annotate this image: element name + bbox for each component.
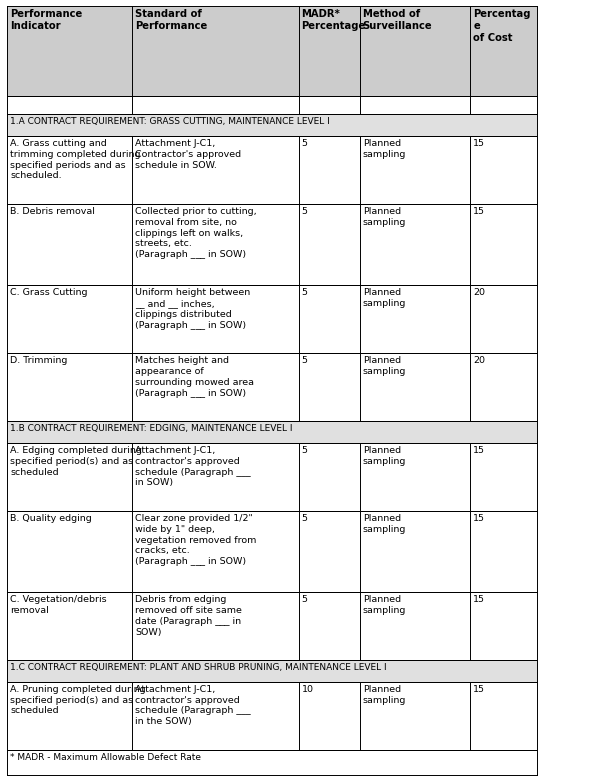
- Text: Planned
sampling: Planned sampling: [363, 595, 406, 615]
- Text: A. Grass cutting and
trimming completed during
specified periods and as
schedule: A. Grass cutting and trimming completed …: [10, 139, 141, 180]
- Text: A. Edging completed during
specified period(s) and as
scheduled: A. Edging completed during specified per…: [10, 446, 142, 476]
- Text: 15: 15: [473, 685, 485, 694]
- Text: Planned
sampling: Planned sampling: [363, 288, 406, 308]
- Bar: [7, 115, 537, 136]
- Text: Attachment J-C1,
Contractor's approved
schedule in SOW.: Attachment J-C1, Contractor's approved s…: [136, 139, 242, 169]
- Text: 1.C CONTRACT REQUIREMENT: PLANT AND SHRUB PRUNING, MAINTENANCE LEVEL I: 1.C CONTRACT REQUIREMENT: PLANT AND SHRU…: [10, 663, 387, 672]
- Text: B. Quality edging: B. Quality edging: [10, 514, 92, 523]
- Bar: [7, 750, 537, 775]
- Text: 5: 5: [301, 446, 307, 455]
- Text: Planned
sampling: Planned sampling: [363, 514, 406, 534]
- Text: A. Pruning completed during
specified period(s) and as
scheduled: A. Pruning completed during specified pe…: [10, 685, 146, 715]
- Bar: [7, 6, 537, 96]
- Text: Attachment J-C1,
contractor's approved
schedule (Paragraph ___
in SOW): Attachment J-C1, contractor's approved s…: [136, 446, 251, 487]
- Text: C. Grass Cutting: C. Grass Cutting: [10, 288, 88, 298]
- Text: 5: 5: [301, 356, 307, 366]
- Text: MADR*
Percentage: MADR* Percentage: [301, 9, 366, 31]
- Bar: [7, 204, 537, 285]
- Text: 15: 15: [473, 595, 485, 604]
- Text: 15: 15: [473, 446, 485, 455]
- Text: 5: 5: [301, 207, 307, 216]
- Text: B. Debris removal: B. Debris removal: [10, 207, 95, 216]
- Text: Planned
sampling: Planned sampling: [363, 446, 406, 465]
- Text: Performance
Indicator: Performance Indicator: [10, 9, 82, 31]
- Bar: [7, 353, 537, 422]
- Text: 1.B CONTRACT REQUIREMENT: EDGING, MAINTENANCE LEVEL I: 1.B CONTRACT REQUIREMENT: EDGING, MAINTE…: [10, 424, 293, 433]
- Text: 15: 15: [473, 139, 485, 148]
- Bar: [7, 285, 537, 353]
- Text: 20: 20: [473, 356, 485, 366]
- Text: Percentag
e
of Cost: Percentag e of Cost: [473, 9, 531, 43]
- Bar: [7, 592, 537, 660]
- Text: * MADR - Maximum Allowable Defect Rate: * MADR - Maximum Allowable Defect Rate: [10, 753, 201, 762]
- Bar: [7, 682, 537, 750]
- Text: 1.A CONTRACT REQUIREMENT: GRASS CUTTING, MAINTENANCE LEVEL I: 1.A CONTRACT REQUIREMENT: GRASS CUTTING,…: [10, 117, 330, 127]
- Text: Standard of
Performance: Standard of Performance: [136, 9, 208, 31]
- Text: 15: 15: [473, 514, 485, 523]
- Text: Uniform height between
__ and __ inches,
clippings distributed
(Paragraph ___ in: Uniform height between __ and __ inches,…: [136, 288, 251, 330]
- Text: Matches height and
appearance of
surrounding mowed area
(Paragraph ___ in SOW): Matches height and appearance of surroun…: [136, 356, 254, 398]
- Text: Planned
sampling: Planned sampling: [363, 356, 406, 376]
- Bar: [7, 96, 537, 115]
- Text: D. Trimming: D. Trimming: [10, 356, 67, 366]
- Bar: [7, 422, 537, 443]
- Text: Debris from edging
removed off site same
date (Paragraph ___ in
SOW): Debris from edging removed off site same…: [136, 595, 242, 637]
- Text: C. Vegetation/debris
removal: C. Vegetation/debris removal: [10, 595, 107, 615]
- Bar: [7, 443, 537, 511]
- Text: Planned
sampling: Planned sampling: [363, 207, 406, 227]
- Text: 20: 20: [473, 288, 485, 298]
- Text: 5: 5: [301, 139, 307, 148]
- Bar: [7, 136, 537, 204]
- Text: Collected prior to cutting,
removal from site, no
clippings left on walks,
stree: Collected prior to cutting, removal from…: [136, 207, 257, 259]
- Text: Clear zone provided 1/2"
wide by 1" deep,
vegetation removed from
cracks, etc.
(: Clear zone provided 1/2" wide by 1" deep…: [136, 514, 257, 566]
- Text: Planned
sampling: Planned sampling: [363, 685, 406, 704]
- Text: 10: 10: [301, 685, 313, 694]
- Text: Method of
Surveillance: Method of Surveillance: [363, 9, 432, 31]
- Text: 5: 5: [301, 595, 307, 604]
- Text: 15: 15: [473, 207, 485, 216]
- Text: Planned
sampling: Planned sampling: [363, 139, 406, 159]
- Bar: [7, 511, 537, 592]
- Bar: [7, 660, 537, 682]
- Text: Attachment J-C1,
contractor's approved
schedule (Paragraph ___
in the SOW): Attachment J-C1, contractor's approved s…: [136, 685, 251, 726]
- Text: 5: 5: [301, 288, 307, 298]
- Text: 5: 5: [301, 514, 307, 523]
